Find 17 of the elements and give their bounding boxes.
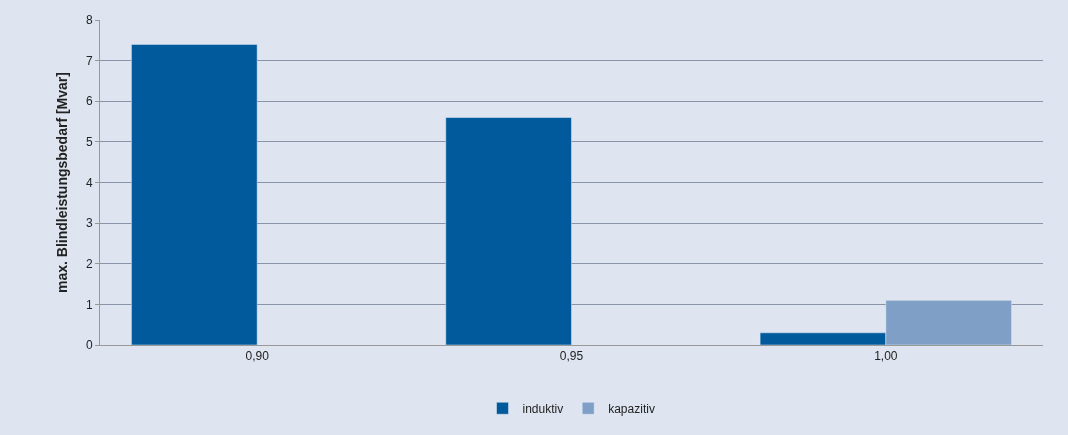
bar xyxy=(131,44,258,345)
y-tick-label: 8 xyxy=(85,13,93,28)
y-tick-label: 1 xyxy=(85,297,93,312)
legend-label: kapazitiv xyxy=(608,401,655,416)
y-tick-label: 7 xyxy=(85,53,93,68)
bar xyxy=(445,117,572,345)
y-tick-label: 3 xyxy=(85,216,93,231)
y-tick-label: 0 xyxy=(85,338,93,353)
y-tick-label: 6 xyxy=(85,94,93,109)
y-tick-label: 4 xyxy=(85,175,93,190)
y-tick-label: 5 xyxy=(85,135,93,150)
x-tick-label: 1,00 xyxy=(874,349,898,364)
x-tick-label: 0,95 xyxy=(559,349,584,364)
x-tick-label: 0,90 xyxy=(245,349,270,364)
y-axis-title: max. Blindleistungsbedarf [Mvar] xyxy=(53,72,70,293)
legend-label: induktiv xyxy=(522,401,564,416)
y-tick-label: 2 xyxy=(85,256,93,271)
